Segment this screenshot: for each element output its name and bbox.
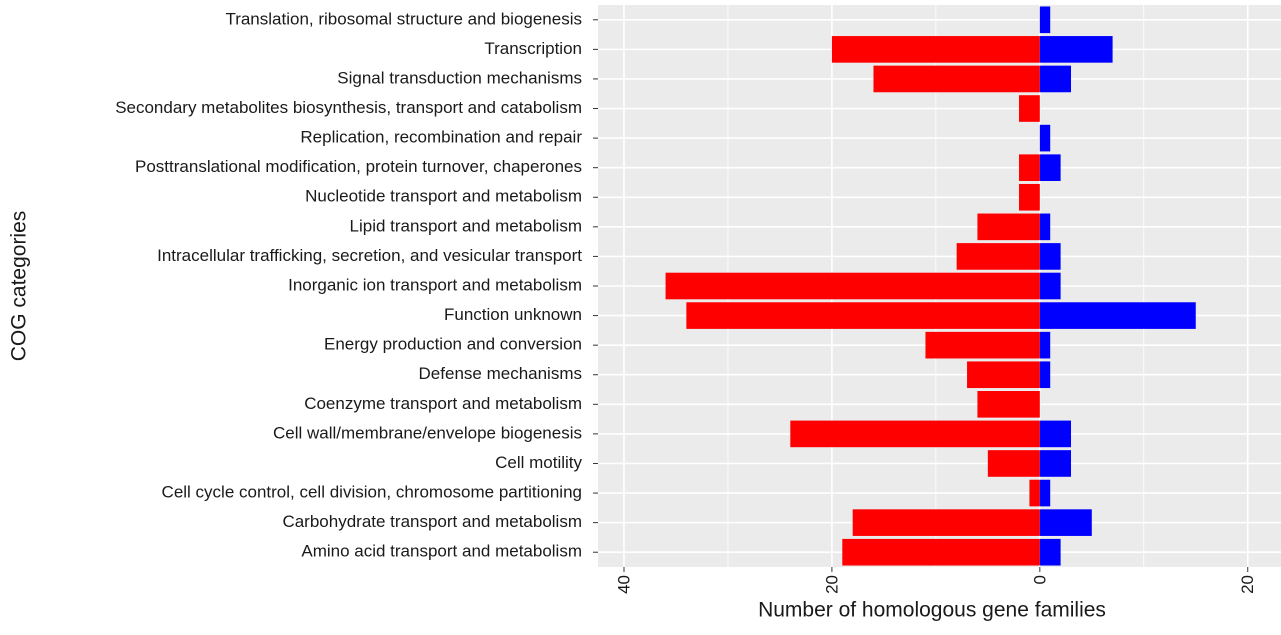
bar [1039,213,1051,241]
x-tick-label: 20 [822,575,841,594]
bar [987,450,1040,477]
bar [1039,6,1051,34]
bar [977,391,1040,418]
bar [665,272,1040,300]
bar [790,420,1040,448]
y-tick-label: Posttranslational modification, protein … [135,157,582,176]
bar [977,213,1040,241]
bar [1019,95,1040,122]
y-tick-label: Translation, ribosomal structure and bio… [225,9,582,28]
bar [1039,272,1061,300]
y-tick-label: Cell wall/membrane/envelope biogenesis [273,423,582,442]
bar [1039,361,1051,389]
bar [1029,479,1040,507]
y-tick-label: Amino acid transport and metabolism [301,542,582,561]
bar [1039,154,1061,181]
bar [1019,154,1040,181]
y-tick-label: Transcription [484,39,582,58]
y-tick-label: Nucleotide transport and metabolism [305,187,582,206]
y-tick-label: Cell cycle control, cell division, chrom… [162,483,582,502]
y-tick-label: Intracellular trafficking, secretion, an… [157,246,582,265]
bar [1039,302,1196,329]
x-tick-label: 40 [614,575,633,594]
y-tick-label: Defense mechanisms [419,364,582,383]
bar [852,509,1040,536]
bar [873,65,1040,93]
bar [1039,36,1113,63]
y-tick-label: Signal transduction mechanisms [337,68,582,87]
bar [1039,538,1061,566]
y-tick-label: Cell motility [495,453,582,472]
bar [842,538,1040,566]
y-tick-label: Coenzyme transport and metabolism [304,394,582,413]
y-axis-label: COG categories [8,211,31,362]
bar [1039,450,1072,477]
y-tick-label: Lipid transport and metabolism [350,216,582,235]
bar [1039,243,1061,270]
y-tick-label: Replication, recombination and repair [300,128,582,147]
bar [1039,331,1051,359]
x-axis-label: Number of homologous gene families [758,599,1106,622]
y-tick-label: Carbohydrate transport and metabolism [282,512,582,531]
y-tick-label: Function unknown [444,305,582,324]
x-tick-label: 0 [1030,575,1049,584]
y-tick-label: Energy production and conversion [324,335,582,354]
y-tick-label: Inorganic ion transport and metabolism [288,275,582,294]
bar [925,331,1040,359]
bar [967,361,1040,389]
bar [1039,479,1051,507]
bar [956,243,1040,270]
bar [1019,183,1040,211]
bar [1039,124,1051,152]
bar [1039,509,1092,536]
bar [1039,65,1072,93]
bar [831,36,1040,63]
y-tick-label: Secondary metabolites biosynthesis, tran… [115,98,582,117]
bar [686,302,1040,329]
x-tick-label: 20 [1238,575,1257,594]
bar [1039,420,1072,448]
